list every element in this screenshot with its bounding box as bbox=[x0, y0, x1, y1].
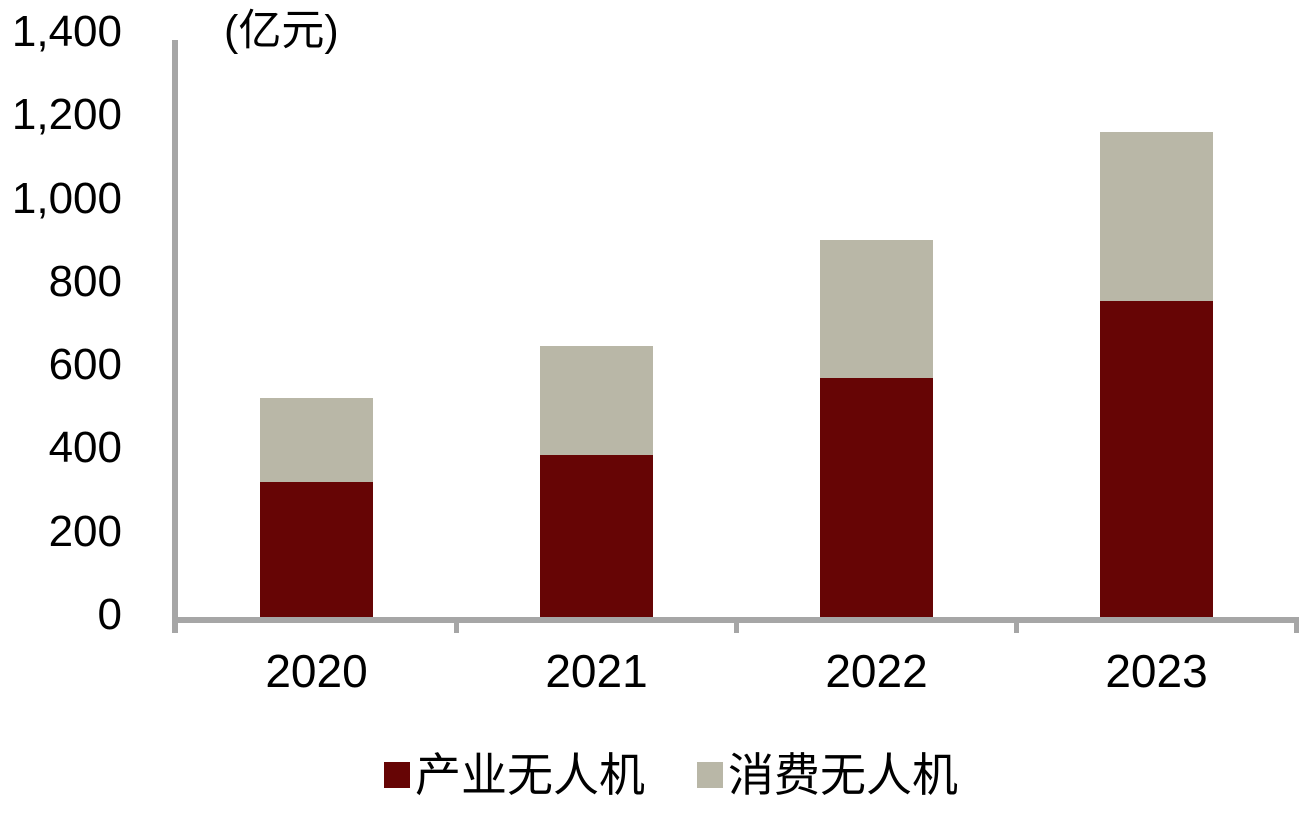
y-axis-tick-label: 400 bbox=[48, 423, 122, 473]
legend-swatch-industrial-uav bbox=[384, 762, 410, 788]
bar-2023-consumer-uav bbox=[1100, 131, 1213, 301]
legend-label-consumer-uav: 消费无人机 bbox=[728, 749, 958, 801]
legend-swatch-consumer-uav bbox=[697, 762, 723, 788]
bar-2020-consumer-uav bbox=[260, 398, 373, 482]
y-axis-tick-label: 1,400 bbox=[11, 7, 122, 56]
y-axis-tick-label: 1,200 bbox=[11, 90, 122, 140]
x-axis-label-2020: 2020 bbox=[265, 645, 368, 697]
x-axis-tick-mark bbox=[453, 617, 459, 633]
bar-2020-industrial-uav bbox=[260, 481, 373, 617]
x-axis-label-2022: 2022 bbox=[825, 645, 928, 697]
bar-2022-consumer-uav bbox=[820, 240, 933, 378]
bar-2021-consumer-uav bbox=[540, 346, 653, 455]
y-axis-tick-label: 800 bbox=[48, 256, 122, 306]
bar-2022-industrial-uav bbox=[820, 377, 933, 617]
legend: 产业无人机 消费无人机 bbox=[17, 752, 1308, 798]
x-axis-label-2021: 2021 bbox=[545, 645, 648, 697]
y-axis-unit-label: (亿元) bbox=[224, 7, 339, 55]
y-axis-line bbox=[172, 40, 178, 633]
y-axis-tick-label: 1,000 bbox=[11, 173, 122, 223]
x-axis-tick-mark bbox=[1013, 617, 1019, 633]
bar-2023-industrial-uav bbox=[1100, 300, 1213, 617]
bar-2021-industrial-uav bbox=[540, 454, 653, 617]
x-axis-tick-mark bbox=[1293, 617, 1299, 633]
y-axis-tick-label: 600 bbox=[48, 340, 122, 390]
y-axis-tick-label: 200 bbox=[48, 506, 122, 556]
legend-item-industrial-uav: 产业无人机 bbox=[384, 752, 645, 798]
legend-item-consumer-uav: 消费无人机 bbox=[697, 752, 958, 798]
legend-label-industrial-uav: 产业无人机 bbox=[415, 749, 645, 801]
x-axis-tick-mark bbox=[733, 617, 739, 633]
x-axis-label-2023: 2023 bbox=[1105, 645, 1208, 697]
y-axis-tick-label: 0 bbox=[97, 590, 122, 639]
